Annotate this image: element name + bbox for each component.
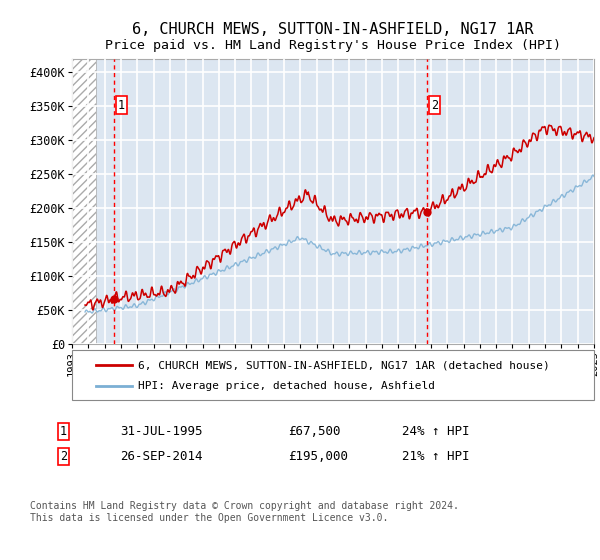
Text: 2: 2 — [431, 99, 438, 111]
Text: 2: 2 — [60, 450, 67, 463]
Text: 21% ↑ HPI: 21% ↑ HPI — [402, 450, 470, 463]
Text: Price paid vs. HM Land Registry's House Price Index (HPI): Price paid vs. HM Land Registry's House … — [105, 39, 561, 52]
Text: 1: 1 — [118, 99, 125, 111]
Text: 31-JUL-1995: 31-JUL-1995 — [120, 424, 203, 438]
Text: £195,000: £195,000 — [288, 450, 348, 463]
Text: 1: 1 — [60, 424, 67, 438]
Text: 24% ↑ HPI: 24% ↑ HPI — [402, 424, 470, 438]
Text: 6, CHURCH MEWS, SUTTON-IN-ASHFIELD, NG17 1AR: 6, CHURCH MEWS, SUTTON-IN-ASHFIELD, NG17… — [132, 22, 534, 38]
Text: Contains HM Land Registry data © Crown copyright and database right 2024.
This d: Contains HM Land Registry data © Crown c… — [30, 501, 459, 523]
Bar — [72, 59, 97, 344]
Text: HPI: Average price, detached house, Ashfield: HPI: Average price, detached house, Ashf… — [138, 381, 435, 391]
Bar — [72, 59, 97, 344]
Text: 26-SEP-2014: 26-SEP-2014 — [120, 450, 203, 463]
Text: 6, CHURCH MEWS, SUTTON-IN-ASHFIELD, NG17 1AR (detached house): 6, CHURCH MEWS, SUTTON-IN-ASHFIELD, NG17… — [138, 360, 550, 370]
Text: £67,500: £67,500 — [288, 424, 341, 438]
